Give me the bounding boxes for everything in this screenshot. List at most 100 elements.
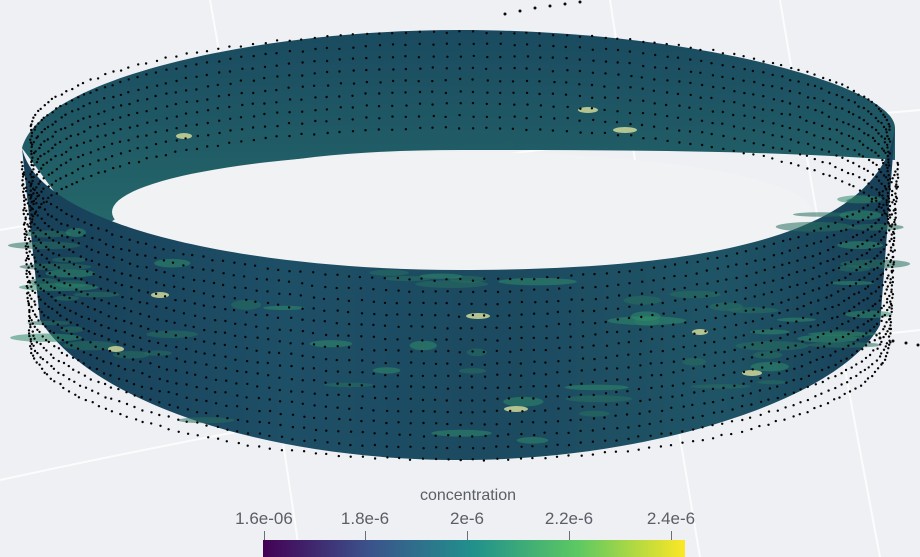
mesh-point	[852, 113, 855, 116]
mesh-point	[800, 377, 803, 381]
mesh-point	[743, 67, 746, 71]
mesh-point	[557, 299, 560, 303]
mesh-point	[373, 457, 377, 460]
mesh-point	[71, 183, 74, 186]
mesh-point	[763, 258, 766, 261]
concentration-streak	[757, 380, 788, 385]
mesh-point	[870, 318, 873, 321]
mesh-point	[648, 410, 651, 413]
ring-inner-wall	[22, 30, 895, 240]
mesh-point	[165, 129, 169, 132]
mesh-point	[716, 256, 719, 260]
mesh-point	[866, 204, 869, 207]
mesh-point	[347, 299, 351, 303]
mesh-point	[676, 116, 680, 120]
mesh-point	[762, 293, 765, 296]
mesh-point	[797, 164, 800, 167]
mesh-point	[485, 115, 489, 119]
mesh-point	[162, 248, 165, 251]
mesh-point	[711, 400, 715, 404]
mesh-point	[513, 103, 516, 106]
mesh-point	[431, 79, 434, 83]
mesh-point	[882, 304, 886, 307]
mesh-point	[114, 281, 117, 284]
mesh-point	[513, 55, 516, 58]
mesh-point	[556, 371, 559, 374]
mesh-point	[194, 373, 197, 376]
mesh-point	[54, 95, 57, 99]
mesh-point	[893, 236, 896, 240]
mesh-point	[120, 247, 123, 251]
mesh-point	[23, 196, 26, 199]
mesh-point	[36, 226, 39, 230]
mesh-point	[565, 57, 568, 60]
mesh-point	[222, 272, 225, 275]
mesh-point	[65, 329, 68, 332]
mesh-point	[617, 73, 620, 76]
mesh-point	[865, 332, 868, 335]
mesh-point	[40, 310, 43, 314]
mesh-point	[877, 168, 881, 171]
mesh-point	[196, 434, 199, 437]
mesh-point	[483, 410, 486, 413]
mesh-point	[65, 212, 68, 216]
mesh-point	[196, 100, 199, 103]
mesh-point	[92, 272, 95, 276]
mesh-point	[40, 118, 43, 122]
mesh-point	[37, 238, 41, 241]
mesh-point	[26, 296, 29, 300]
mesh-point	[324, 333, 328, 337]
mesh-point	[665, 114, 669, 118]
mesh-point	[841, 107, 844, 110]
mesh-point	[164, 344, 168, 347]
mesh-point	[76, 336, 79, 339]
mesh-point	[894, 170, 897, 173]
mesh-point	[49, 285, 53, 288]
mesh-point	[661, 349, 664, 353]
mesh-point	[446, 422, 449, 426]
mesh-point	[593, 368, 596, 371]
mesh-point	[742, 152, 745, 155]
mesh-point	[670, 418, 674, 422]
mesh-point	[780, 288, 783, 291]
mesh-point	[628, 294, 631, 297]
mesh-point	[241, 103, 244, 107]
mesh-point	[691, 428, 695, 431]
mesh-point	[251, 102, 254, 105]
mesh-point	[95, 100, 99, 104]
mesh-point	[236, 418, 240, 422]
mesh-point	[102, 360, 105, 363]
mesh-point	[889, 260, 892, 264]
mesh-point	[459, 77, 462, 81]
mesh-point	[397, 421, 400, 424]
mesh-point	[291, 438, 294, 441]
mesh-point	[883, 137, 887, 140]
mesh-point	[447, 434, 450, 437]
mesh-point	[65, 354, 69, 357]
mesh-point	[816, 346, 820, 350]
mesh-point	[33, 313, 37, 316]
mesh-point	[538, 32, 541, 35]
mesh-point	[168, 403, 171, 407]
mesh-point	[154, 107, 157, 110]
mesh-point	[544, 395, 548, 398]
mesh-point	[521, 410, 524, 413]
concentration-streak	[516, 437, 549, 444]
mesh-point	[50, 183, 54, 186]
mesh-point	[781, 75, 784, 78]
mesh-point	[793, 367, 796, 370]
mesh-point	[837, 279, 841, 282]
mesh-point	[290, 316, 293, 319]
mesh-point	[265, 278, 269, 281]
mesh-point	[360, 335, 363, 338]
mesh-point	[139, 360, 142, 363]
mesh-point	[93, 332, 96, 336]
mesh-point	[127, 91, 130, 94]
mesh-point	[568, 370, 571, 373]
mesh-point	[752, 93, 755, 96]
concentration-streak	[409, 340, 437, 351]
mesh-point	[77, 96, 80, 99]
mesh-point	[753, 116, 756, 119]
mesh-point	[578, 83, 581, 86]
